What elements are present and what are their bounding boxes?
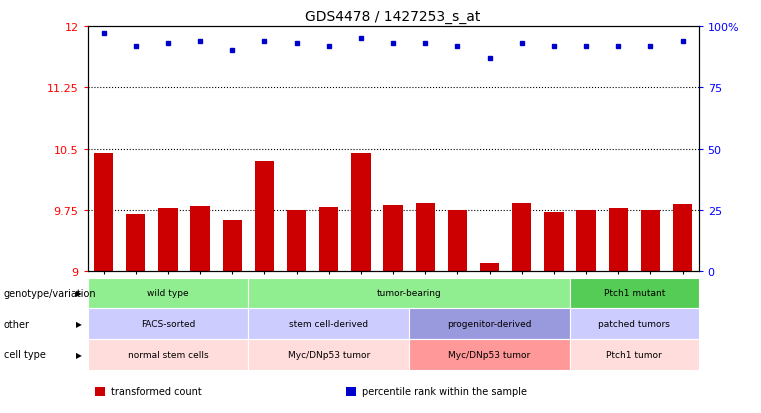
Bar — [384, 206, 403, 272]
Bar — [248, 309, 409, 339]
Bar — [190, 206, 210, 272]
Bar — [409, 339, 570, 370]
Text: Myc/DNp53 tumor: Myc/DNp53 tumor — [448, 350, 530, 359]
Text: Ptch1 mutant: Ptch1 mutant — [603, 289, 665, 298]
Bar — [248, 278, 570, 309]
Text: ▶: ▶ — [75, 350, 81, 359]
Text: ▶: ▶ — [75, 289, 81, 298]
Text: stem cell-derived: stem cell-derived — [289, 319, 368, 328]
Bar — [352, 153, 371, 272]
Bar — [544, 213, 563, 272]
Text: transformed count: transformed count — [111, 386, 202, 396]
Bar — [576, 211, 596, 272]
Bar — [287, 211, 306, 272]
Text: wild type: wild type — [147, 289, 189, 298]
Bar — [158, 208, 177, 272]
Bar — [319, 207, 339, 272]
Bar — [609, 208, 628, 272]
Text: other: other — [4, 319, 30, 329]
Text: Myc/DNp53 tumor: Myc/DNp53 tumor — [288, 350, 370, 359]
Bar — [570, 309, 699, 339]
Text: Ptch1 tumor: Ptch1 tumor — [607, 350, 662, 359]
Text: FACS-sorted: FACS-sorted — [141, 319, 195, 328]
Bar — [88, 278, 248, 309]
Bar — [88, 339, 248, 370]
Text: ▶: ▶ — [75, 319, 81, 328]
Bar — [255, 161, 274, 272]
Bar — [641, 211, 660, 272]
Text: genotype/variation: genotype/variation — [4, 288, 97, 298]
Text: tumor-bearing: tumor-bearing — [377, 289, 441, 298]
Bar — [512, 204, 531, 272]
Text: percentile rank within the sample: percentile rank within the sample — [362, 386, 527, 396]
Bar — [673, 205, 693, 272]
Bar — [480, 263, 499, 272]
Bar — [94, 153, 113, 272]
Bar — [570, 278, 699, 309]
Text: cell type: cell type — [4, 349, 46, 359]
Bar — [88, 309, 248, 339]
Bar — [447, 211, 467, 272]
Bar — [346, 387, 356, 396]
Bar — [416, 204, 435, 272]
Bar — [248, 339, 409, 370]
Text: patched tumors: patched tumors — [598, 319, 670, 328]
Bar — [409, 309, 570, 339]
Bar — [223, 220, 242, 272]
Title: GDS4478 / 1427253_s_at: GDS4478 / 1427253_s_at — [305, 10, 481, 24]
Bar — [570, 339, 699, 370]
Bar — [95, 387, 105, 396]
Bar — [126, 215, 145, 272]
Text: normal stem cells: normal stem cells — [128, 350, 209, 359]
Text: progenitor-derived: progenitor-derived — [447, 319, 532, 328]
